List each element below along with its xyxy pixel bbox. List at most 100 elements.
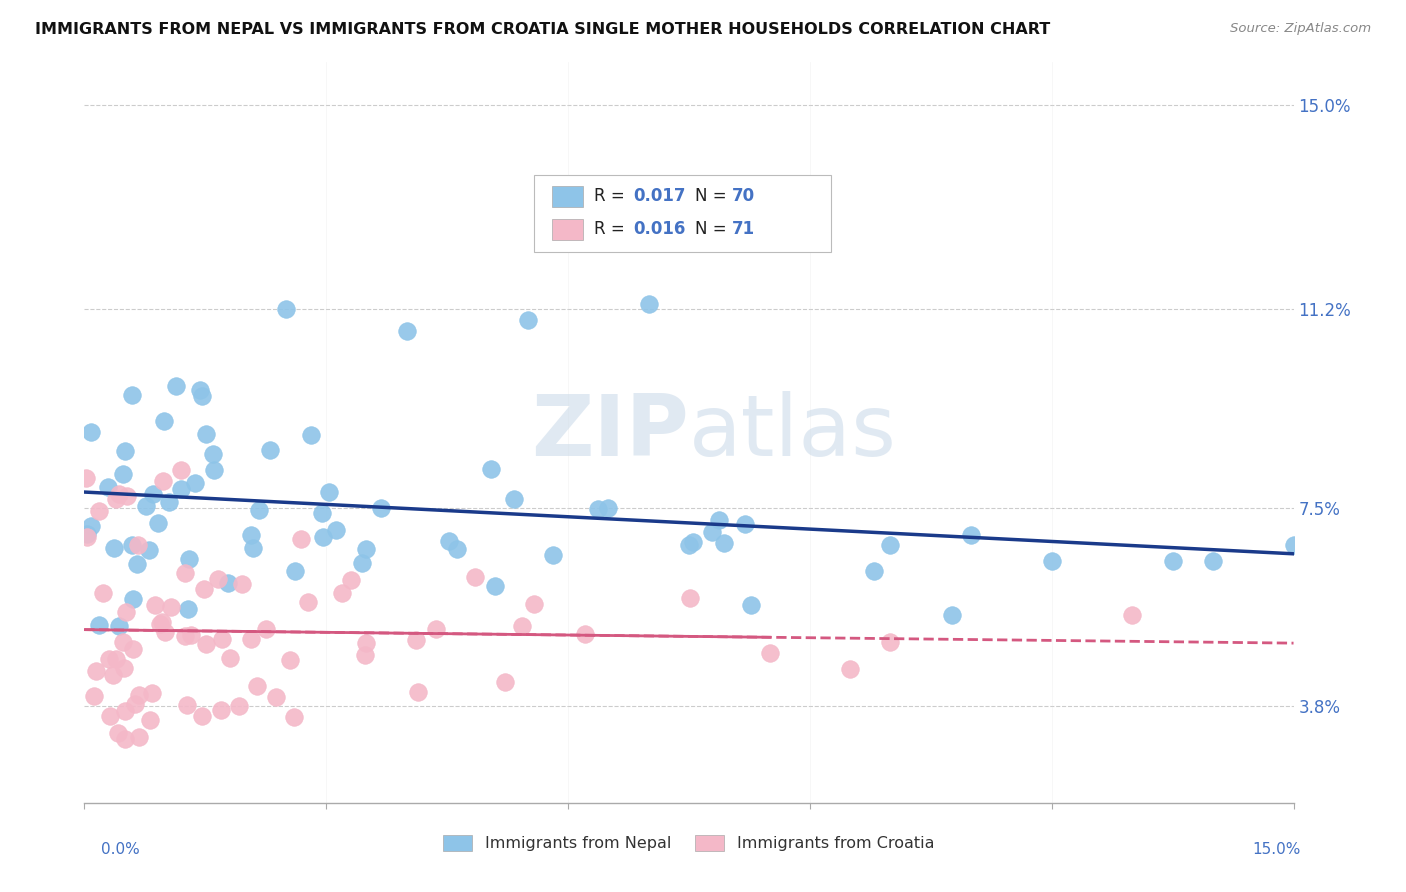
Point <box>254 622 277 636</box>
Point <box>678 538 700 552</box>
Point <box>259 443 281 458</box>
Point <box>758 646 780 660</box>
Point <box>143 598 166 612</box>
Point <box>107 726 129 740</box>
Point <box>464 569 486 583</box>
Point <box>264 690 287 705</box>
Point <box>193 582 215 596</box>
Point <box>297 595 319 609</box>
Text: R =: R = <box>595 187 630 205</box>
Point <box>115 606 138 620</box>
Point <box>111 467 134 482</box>
Point <box>152 414 174 428</box>
Text: atlas: atlas <box>689 391 897 475</box>
Point <box>863 564 886 578</box>
Point <box>446 541 468 556</box>
Point <box>183 475 205 490</box>
Point <box>124 698 146 712</box>
Point <box>318 484 340 499</box>
Point <box>79 425 101 439</box>
Text: N =: N = <box>696 220 733 238</box>
Point <box>353 648 375 662</box>
Point <box>274 302 297 317</box>
Point <box>142 487 165 501</box>
Point <box>425 622 447 636</box>
Point <box>152 475 174 489</box>
Point <box>108 619 131 633</box>
Point <box>121 539 143 553</box>
Point <box>502 492 524 507</box>
Point <box>740 598 762 612</box>
Text: 70: 70 <box>733 187 755 205</box>
Point <box>311 506 333 520</box>
Point <box>1121 607 1143 622</box>
Point <box>150 615 173 629</box>
Point <box>325 523 347 537</box>
Point <box>312 529 335 543</box>
Point <box>350 556 373 570</box>
Point <box>108 486 131 500</box>
Point <box>1202 554 1225 568</box>
Point <box>153 625 176 640</box>
Point <box>339 573 361 587</box>
Point <box>128 730 150 744</box>
Point <box>1161 554 1184 568</box>
Point <box>283 709 305 723</box>
Point <box>406 685 429 699</box>
Point <box>97 480 120 494</box>
Point <box>207 573 229 587</box>
Point <box>170 482 193 496</box>
Point <box>246 679 269 693</box>
Point <box>195 426 218 441</box>
Point <box>242 541 264 555</box>
Text: 0.0%: 0.0% <box>101 842 141 856</box>
Point <box>354 636 377 650</box>
Point <box>879 538 901 552</box>
Point <box>190 388 212 402</box>
Point <box>177 552 200 566</box>
Point <box>494 675 516 690</box>
Point <box>879 635 901 649</box>
Point <box>139 713 162 727</box>
Point <box>121 388 143 402</box>
Point <box>354 541 377 556</box>
Point <box>209 703 232 717</box>
Point <box>125 557 148 571</box>
Point <box>97 652 120 666</box>
Point <box>574 627 596 641</box>
Point <box>98 709 121 723</box>
Point <box>247 502 270 516</box>
Point <box>543 549 565 563</box>
Text: N =: N = <box>696 187 733 205</box>
Point <box>523 597 546 611</box>
Point <box>114 731 136 746</box>
Point <box>217 575 239 590</box>
Point <box>299 428 322 442</box>
Point <box>941 607 963 622</box>
Point <box>149 617 172 632</box>
Text: 15.0%: 15.0% <box>1253 842 1301 856</box>
Point <box>173 566 195 580</box>
Point <box>960 527 983 541</box>
Point <box>104 491 127 506</box>
Point <box>117 489 139 503</box>
Point <box>89 618 111 632</box>
Point <box>231 577 253 591</box>
Point <box>138 543 160 558</box>
Point <box>228 698 250 713</box>
Point <box>839 662 862 676</box>
Point <box>89 504 111 518</box>
Point <box>484 579 506 593</box>
Point <box>598 500 620 515</box>
Point <box>141 686 163 700</box>
Point <box>240 632 263 646</box>
Text: ZIP: ZIP <box>531 391 689 475</box>
Point <box>76 527 98 541</box>
Point <box>104 652 127 666</box>
Point <box>127 538 149 552</box>
Point <box>202 463 225 477</box>
Point <box>86 664 108 678</box>
Point <box>170 463 193 477</box>
Point <box>128 689 150 703</box>
Point <box>135 499 157 513</box>
